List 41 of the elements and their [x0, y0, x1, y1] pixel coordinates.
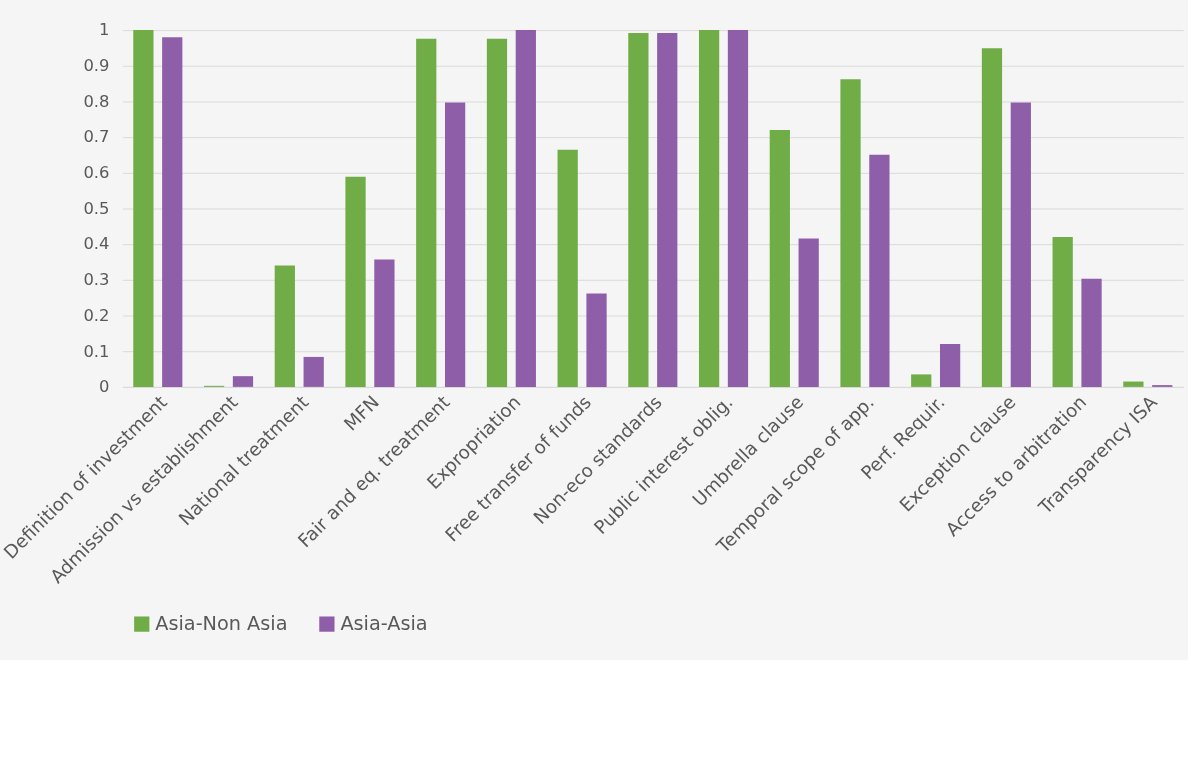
bar — [133, 30, 154, 387]
y-tick-label: 0.5 — [83, 198, 110, 218]
y-tick-label: 0.2 — [83, 305, 110, 325]
bar — [1052, 237, 1073, 387]
bar — [586, 293, 607, 387]
bar — [232, 376, 254, 387]
bar — [444, 102, 466, 387]
y-tick-label: 1 — [99, 20, 110, 40]
bar — [162, 37, 183, 387]
y-tick-label: 0.9 — [83, 56, 110, 76]
bar — [798, 238, 819, 387]
bar — [1123, 381, 1144, 387]
bar — [486, 38, 508, 387]
bar — [911, 374, 932, 387]
y-tick-label: 0.6 — [83, 163, 110, 183]
bar — [981, 48, 1003, 387]
bar — [769, 130, 790, 387]
bar — [515, 30, 536, 387]
bar — [345, 176, 366, 387]
bar — [557, 149, 578, 387]
bar — [698, 30, 720, 387]
y-tick-label: 0.7 — [83, 127, 110, 147]
y-tick-label: 0.8 — [83, 91, 110, 111]
y-tick-label: 0.1 — [83, 341, 110, 361]
bar — [939, 344, 961, 387]
bar — [869, 154, 890, 387]
bar — [840, 79, 861, 387]
legend-label: Asia-Non Asia — [155, 611, 288, 635]
bar — [1081, 278, 1102, 387]
bar — [416, 38, 437, 387]
y-tick-label: 0.3 — [83, 270, 110, 290]
bar — [303, 356, 324, 387]
bar — [1010, 102, 1031, 387]
legend-label: Asia-Asia — [340, 611, 428, 635]
bar — [628, 32, 649, 387]
bar — [727, 30, 749, 387]
bar — [657, 32, 678, 387]
bar — [274, 265, 295, 387]
bar — [374, 259, 395, 387]
y-tick-label: 0 — [99, 377, 110, 397]
y-tick-label: 0.4 — [83, 234, 110, 254]
